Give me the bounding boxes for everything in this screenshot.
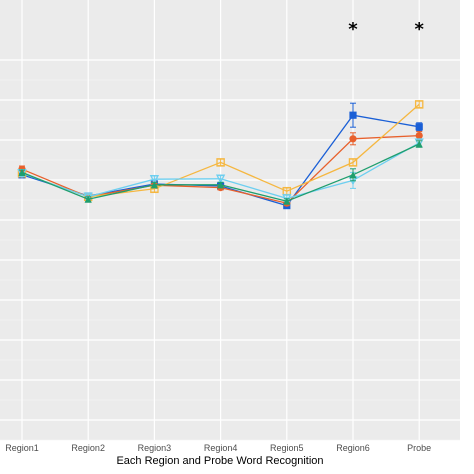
significance-annotation: * [348,19,358,40]
series [18,140,423,205]
data-point [149,174,160,185]
x-tick-label: Region5 [270,443,304,453]
data-point [415,123,423,131]
data-point [150,181,158,189]
x-tick-label: Region3 [138,443,172,453]
data-point [84,195,92,203]
data-point [414,100,424,109]
data-point [349,135,357,143]
gridlines [0,0,460,441]
data-point [18,168,26,176]
x-tick-label: Probe [407,443,431,453]
annotations: * * [348,19,424,40]
data-point [348,158,358,167]
x-tick-labels: Region1 Region2 Region3 Region4 Region5 Regio… [5,443,431,453]
data-point [415,132,423,140]
data-point [215,174,226,184]
x-tick-label: Region1 [5,443,39,453]
data-point [414,138,424,148]
x-axis-title: Each Region and Probe Word Recognition [116,455,323,467]
x-tick-label: Region6 [336,443,370,453]
data-point [349,171,357,179]
significance-annotation: * [414,19,424,40]
series-layer [17,100,424,210]
x-tick-label: Region4 [204,443,238,453]
data-point [216,158,225,167]
x-tick-label: Region2 [71,443,105,453]
data-point [283,197,291,205]
data-point [415,140,423,148]
data-point [217,181,225,189]
data-point [349,111,357,119]
